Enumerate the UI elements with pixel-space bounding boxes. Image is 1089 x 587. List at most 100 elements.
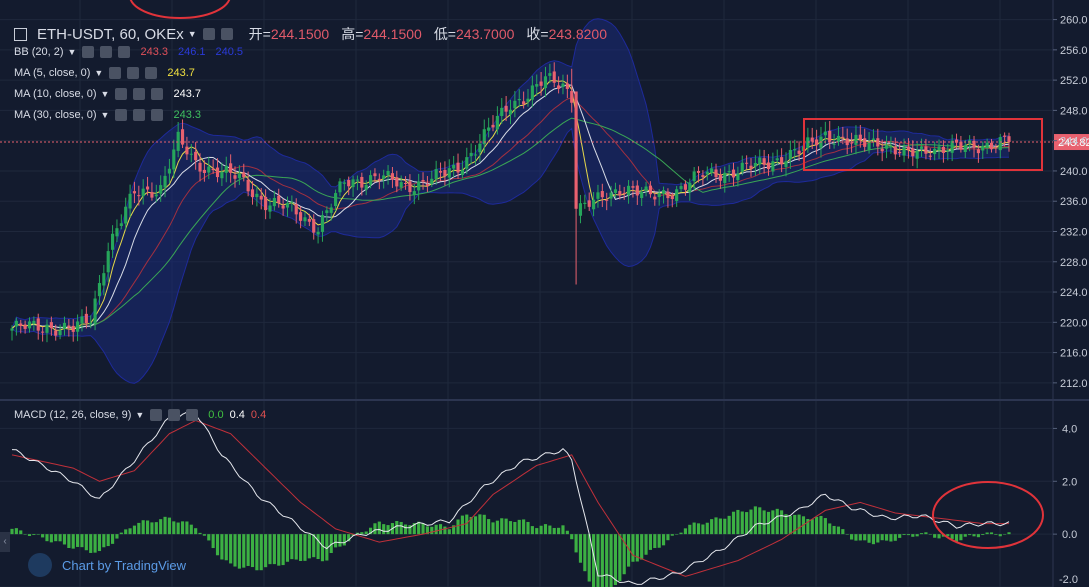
candle xyxy=(959,135,963,153)
macd-histogram-bar xyxy=(207,534,211,541)
macd-histogram-bar xyxy=(487,519,491,535)
close-icon[interactable] xyxy=(220,28,233,40)
indicator-label[interactable]: MA (5, close, 0) xyxy=(14,67,91,79)
indicator-value: 240.5 xyxy=(215,46,244,58)
candle-body xyxy=(793,149,797,151)
ohlc-item: 开=244.1500 xyxy=(249,26,330,42)
macd-histogram-bar xyxy=(578,534,583,563)
indicator-label[interactable]: MA (30, close, 0) xyxy=(14,109,97,121)
price-tick-label: 220.0 xyxy=(1060,317,1088,329)
macd-histogram-bar xyxy=(465,514,469,535)
candle-body xyxy=(828,130,832,142)
macd-histogram-bar xyxy=(264,534,268,568)
price-axis[interactable]: 260.0 256.0 252.0 248.0 244.0 240.0 236.0 232.0… xyxy=(1053,15,1088,390)
candle-body xyxy=(618,191,622,196)
close-icon[interactable] xyxy=(151,109,164,121)
candle-body xyxy=(950,140,954,153)
macd-histogram-bar xyxy=(889,534,893,542)
macd-axis[interactable]: 4.0 2.0 0.0 -2.0 xyxy=(1053,423,1078,586)
candle xyxy=(683,180,687,196)
candle-body xyxy=(482,129,486,145)
candle xyxy=(412,183,416,205)
indicator-label[interactable]: MA (10, close, 0) xyxy=(14,88,97,100)
macd-histogram-bar xyxy=(561,525,565,535)
macd-histogram-bar xyxy=(180,521,185,535)
candle xyxy=(539,72,543,96)
candle-body xyxy=(596,192,600,199)
close-icon[interactable] xyxy=(151,88,164,100)
candle xyxy=(880,139,884,162)
symbol-title[interactable]: ETH-USDT, 60, OKEx xyxy=(37,25,184,43)
settings-icon[interactable] xyxy=(202,28,215,40)
chevron-down-icon[interactable]: ▼ xyxy=(135,410,145,420)
candle-body xyxy=(412,191,416,195)
macd-histogram-bar xyxy=(788,515,792,535)
macd-legend-label[interactable]: MACD (12, 26, close, 9) xyxy=(14,409,132,421)
candle-body xyxy=(915,150,919,159)
close-icon[interactable] xyxy=(186,409,199,421)
eye-icon[interactable] xyxy=(109,67,122,79)
branding[interactable]: Chart by TradingView xyxy=(28,553,186,577)
macd-histogram-bar xyxy=(154,522,158,535)
macd-histogram-bar xyxy=(963,534,967,537)
chevron-down-icon[interactable]: ▼ xyxy=(94,68,104,78)
candle-body xyxy=(574,91,578,209)
macd-histogram-bar xyxy=(657,534,661,548)
candle xyxy=(850,132,854,153)
eye-icon[interactable] xyxy=(82,46,95,58)
candle-body xyxy=(727,171,731,173)
macd-histogram-bar xyxy=(408,525,412,535)
macd-histogram-bar xyxy=(701,524,705,535)
candle-body xyxy=(351,179,355,188)
macd-histogram-bar xyxy=(508,521,513,535)
candle xyxy=(705,166,709,181)
settings-icon[interactable] xyxy=(127,67,140,79)
macd-legend-value: 0.4 xyxy=(250,409,267,421)
eye-icon[interactable] xyxy=(115,88,128,100)
macd-histogram-bar xyxy=(268,534,272,565)
scroll-left-icon[interactable]: ‹ xyxy=(0,532,10,552)
chevron-down-icon[interactable]: ▼ xyxy=(67,47,77,57)
close-icon[interactable] xyxy=(145,67,158,79)
settings-icon[interactable] xyxy=(133,88,146,100)
candle-body xyxy=(1003,135,1007,137)
candle-body xyxy=(854,134,858,145)
macd-histogram-bar xyxy=(233,534,237,567)
candle-body xyxy=(675,189,679,202)
macd-histogram-bar xyxy=(1003,534,1007,535)
indicator-label[interactable]: BB (20, 2) xyxy=(14,46,64,58)
candle xyxy=(176,121,180,158)
candle-body xyxy=(893,146,897,155)
macd-histogram-bar xyxy=(526,521,530,535)
macd-histogram-bar xyxy=(784,514,788,535)
settings-icon[interactable] xyxy=(133,109,146,121)
macd-histogram-bar xyxy=(884,534,889,541)
macd-histogram-bar xyxy=(933,534,937,538)
chevron-down-icon[interactable]: ▼ xyxy=(187,29,197,39)
eye-icon[interactable] xyxy=(115,109,128,121)
macd-histogram-bar xyxy=(548,525,552,535)
candle-body xyxy=(150,192,154,198)
collapse-icon[interactable] xyxy=(14,27,27,41)
settings-icon[interactable] xyxy=(168,409,181,421)
candle xyxy=(364,180,368,196)
settings-icon[interactable] xyxy=(100,46,113,58)
macd-histogram-bar xyxy=(994,534,998,535)
chevron-down-icon[interactable]: ▼ xyxy=(100,89,110,99)
candle xyxy=(832,133,836,149)
close-icon[interactable] xyxy=(118,46,131,58)
macd-legend-value: 0.4 xyxy=(229,409,245,421)
candle xyxy=(692,167,696,191)
chevron-down-icon[interactable]: ▼ xyxy=(100,110,110,120)
price-tick-label: 236.0 xyxy=(1060,196,1088,208)
eye-icon[interactable] xyxy=(150,409,163,421)
candle xyxy=(806,127,810,153)
candle xyxy=(946,143,950,161)
macd-histogram-bar xyxy=(89,534,93,553)
macd-histogram-bar xyxy=(325,534,329,561)
candle-body xyxy=(338,181,342,193)
candle xyxy=(491,115,495,132)
candle-body xyxy=(84,313,88,324)
macd-histogram-bar xyxy=(368,527,373,535)
